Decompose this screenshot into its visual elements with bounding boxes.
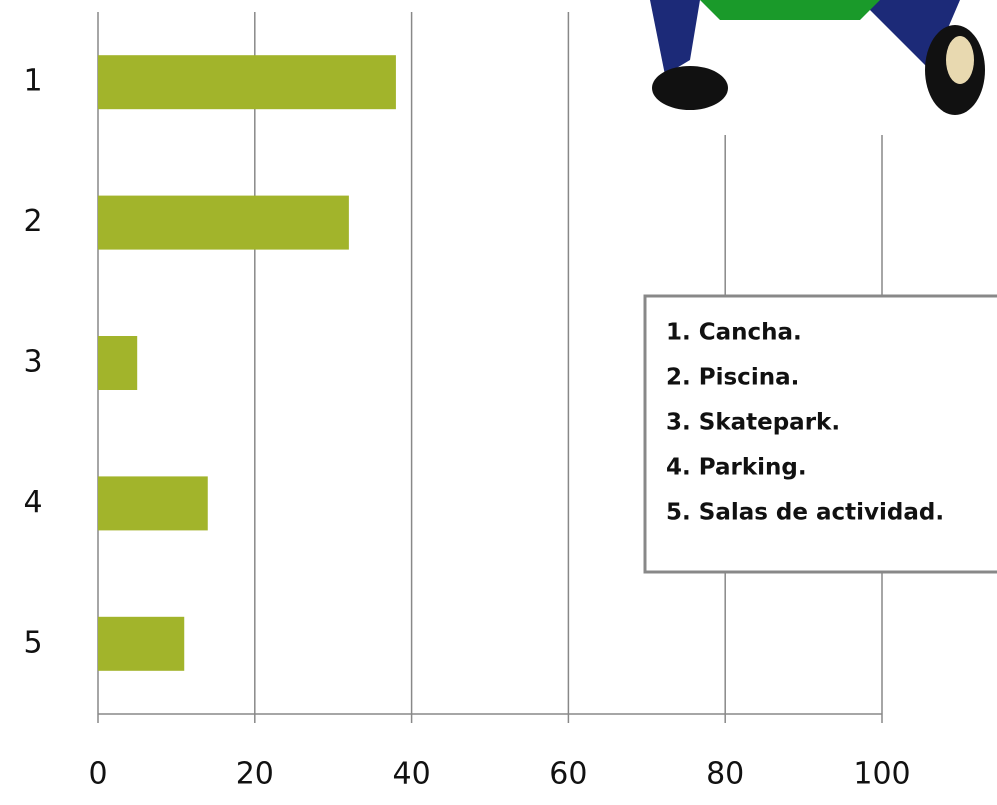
annotation-line: 2. Piscina. [666,365,799,391]
bar [98,196,349,250]
y-tick-label: 5 [23,625,42,660]
bar [98,476,208,530]
chart: 0 20 40 60 80 100 1 2 3 4 5 1. Cancha. 2. Piscina. 3… [0,0,997,801]
annotation-line: 3. Skatepark. [666,410,840,436]
y-tick-label: 2 [23,204,42,239]
bar [98,336,137,390]
x-tick-label: 80 [706,757,744,792]
annotation-line: 4. Parking. [666,455,807,481]
y-tick-label: 4 [23,485,42,520]
x-tick-label: 0 [88,757,107,792]
x-tick-label: 60 [549,757,587,792]
x-tick-label: 20 [236,757,274,792]
bar [98,617,184,671]
cartoon [590,0,997,135]
annotation-line: 5. Salas de actividad. [666,500,944,526]
y-tick-label: 3 [23,345,42,380]
x-tick-label: 100 [853,757,910,792]
bar [98,55,396,109]
annotation-line: 1. Cancha. [666,320,802,346]
x-tick-label: 40 [393,757,431,792]
y-tick-label: 1 [23,64,42,99]
page: 0 20 40 60 80 100 1 2 3 4 5 1. Cancha. 2. Piscina. 3… [0,0,997,801]
